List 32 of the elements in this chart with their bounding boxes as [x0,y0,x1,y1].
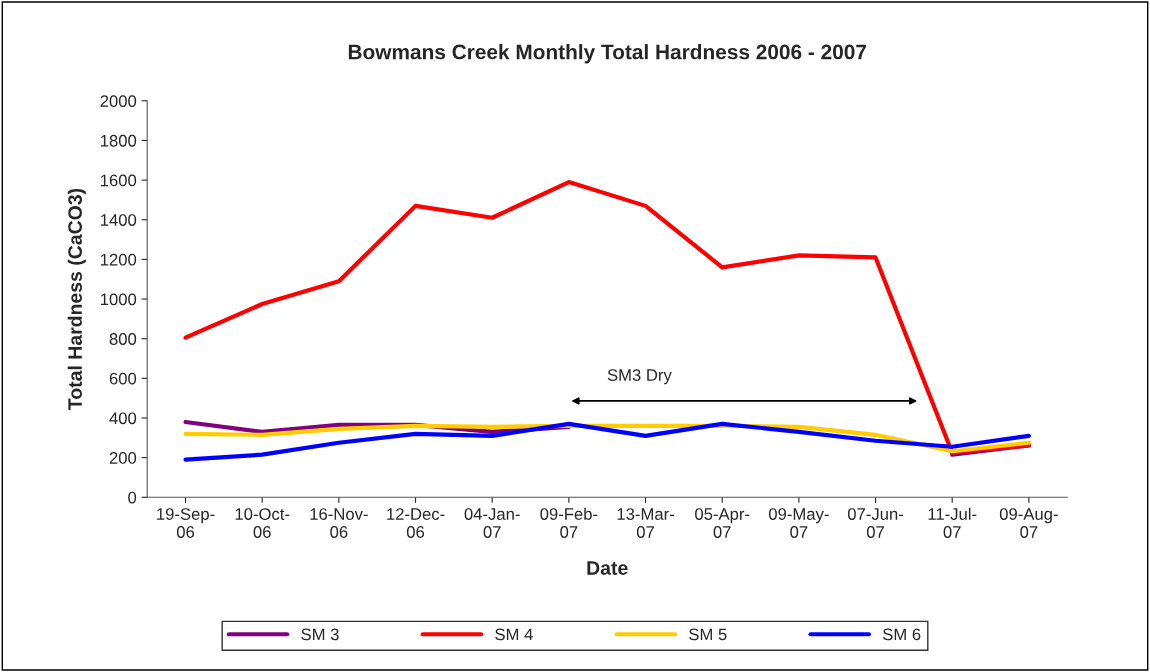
x-axis-title: Date [587,561,628,575]
y-tick-label: 200 [109,452,137,464]
chart-title: Bowmans Creek Monthly Total Hardness 2006 - 2007 [348,44,867,64]
y-axis-title: Total Hardness (CaCO3) [67,188,86,410]
line-series [183,179,1031,455]
legend-label: SM 4 [495,628,533,641]
y-tick-label: 1000 [100,293,137,306]
x-tick-label: 09-Aug- 07 [999,508,1058,538]
y-tick-label: 600 [109,372,137,385]
x-tick-label: 12-Dec- 06 [387,508,445,538]
x-tick-label: 04-Jan- 07 [464,508,520,538]
annotation: SM3 Dry [607,369,672,385]
legend-label: SM 5 [689,628,727,641]
y-tick-label: 1800 [100,134,137,147]
x-tick-label: 11-Jul- 07 [928,507,977,538]
x-tick-label: 10-Oct- 06 [235,508,290,538]
y-tick-label: 400 [109,412,137,425]
y-tick-label: 1600 [100,174,137,187]
x-tick-label: 09-May- 07 [768,508,829,538]
y-tick-label: 1400 [100,214,137,226]
x-tick-label: 16-Nov- 06 [310,508,368,538]
x-tick-label: 07-Jun- 07 [847,508,904,538]
y-tick-label: 800 [109,333,137,345]
x-tick-label: 09-Feb- 07 [540,507,598,538]
x-tick-label: 19-Sep- 06 [157,508,215,538]
y-tick-label: 1200 [100,253,137,266]
x-tick-label: 13-Mar- 07 [617,508,674,538]
legend-label: SM 3 [301,628,339,641]
legend-label: SM 6 [882,628,921,641]
y-tick-label: 2000 [100,95,137,107]
x-tick-label: 05-Apr- 07 [695,508,750,538]
y-tick-label: 0 [128,491,137,504]
